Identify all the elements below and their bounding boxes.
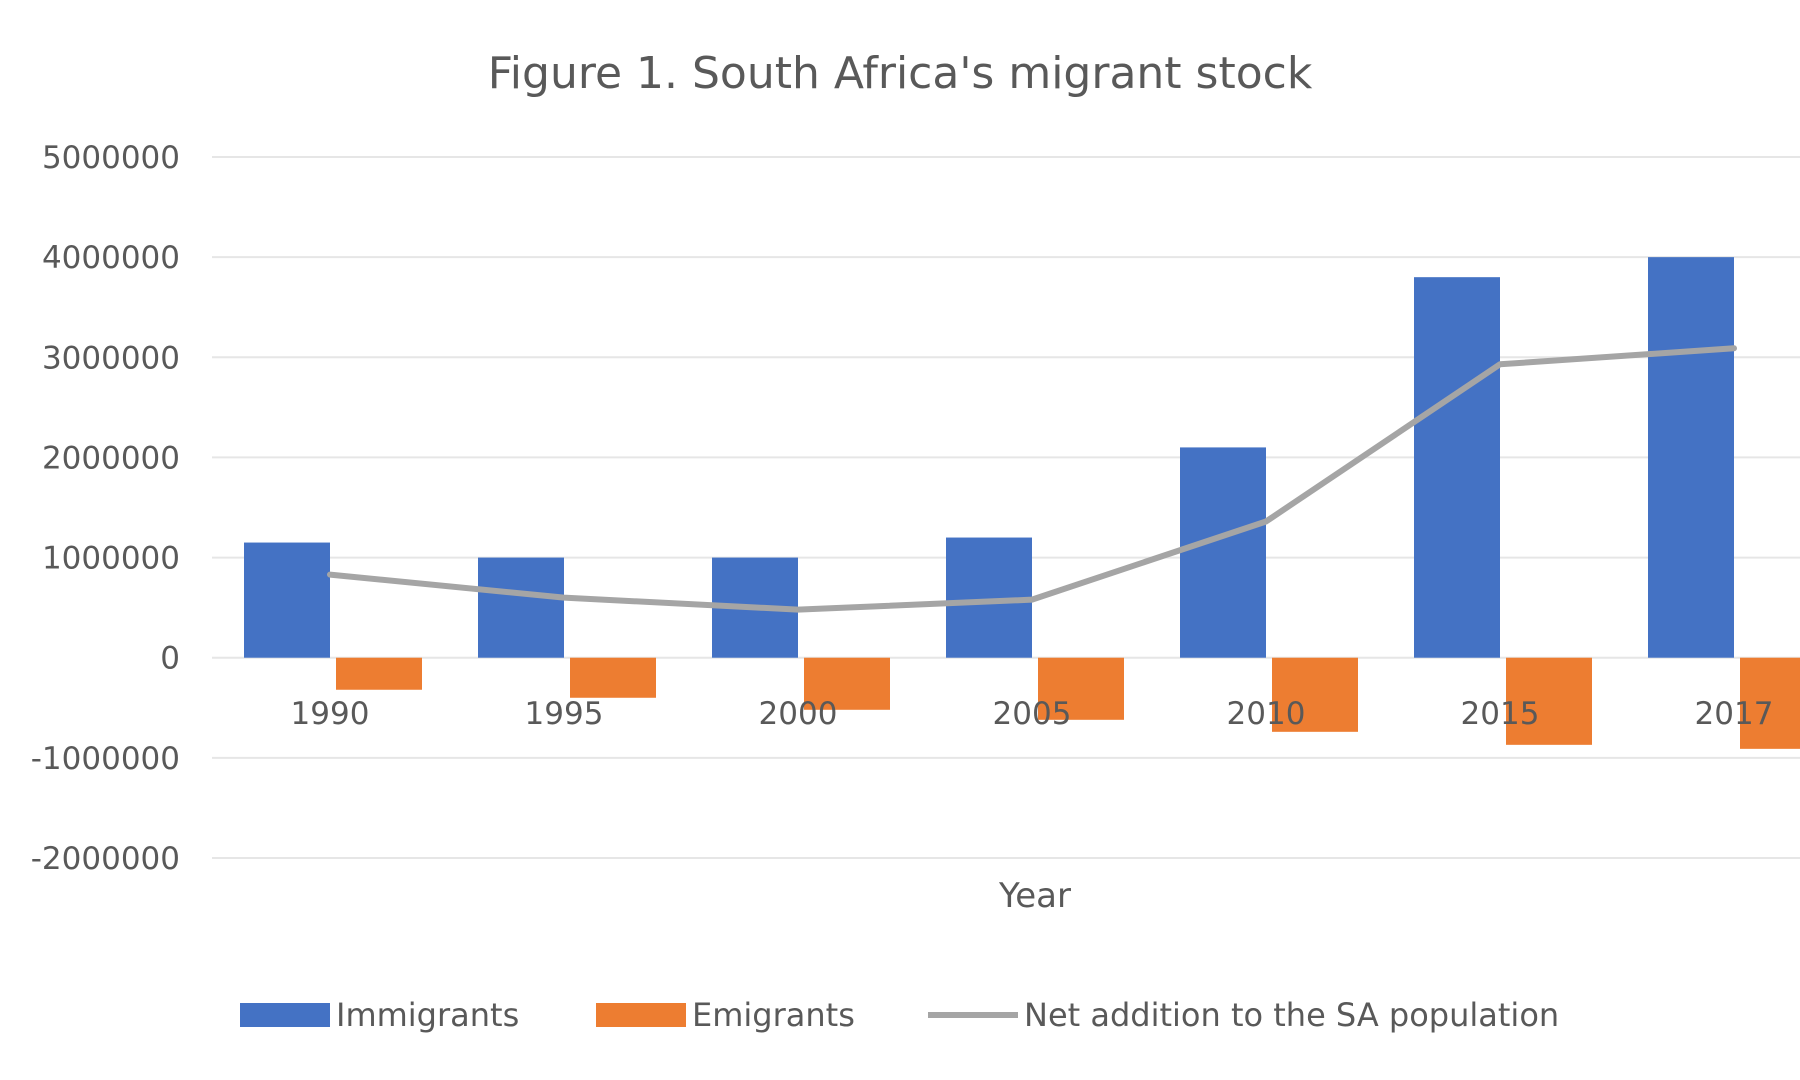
x-tick-label: 1990 <box>291 696 370 732</box>
bar-emigrants <box>1740 657 1800 749</box>
bar-immigrants <box>1648 257 1734 658</box>
y-tick-label: 1000000 <box>42 541 180 577</box>
legend: Immigrants Emigrants Net addition to the S… <box>240 996 1559 1034</box>
y-axis-ticks: 5000000 4000000 3000000 2000000 1000000 0 -100… <box>31 140 180 877</box>
y-tick-label: 0 <box>160 641 180 677</box>
x-tick-label: 2000 <box>759 696 838 732</box>
y-tick-label: -1000000 <box>31 741 180 777</box>
bar-emigrants <box>1038 657 1124 720</box>
y-tick-label: 4000000 <box>42 240 180 276</box>
legend-label-emigrants: Emigrants <box>692 996 855 1034</box>
x-tick-label: 2015 <box>1461 696 1540 732</box>
legend-swatch-emigrants <box>596 1003 686 1027</box>
y-tick-label: -2000000 <box>31 841 180 877</box>
x-axis-ticks: 1990 1995 2000 2005 2010 2015 2017 <box>291 696 1774 732</box>
x-axis-title: Year <box>998 876 1071 916</box>
x-tick-label: 1995 <box>525 696 604 732</box>
y-tick-label: 2000000 <box>42 440 180 476</box>
bar-emigrants <box>1506 657 1592 745</box>
chart-title: Figure 1. South Africa's migrant stock <box>488 48 1313 99</box>
x-tick-label: 2005 <box>993 696 1072 732</box>
net-line <box>327 345 1737 613</box>
y-tick-label: 3000000 <box>42 340 180 376</box>
series-line-net-addition <box>327 345 1737 613</box>
bar-emigrants <box>1272 657 1358 732</box>
y-tick-label: 5000000 <box>42 140 180 176</box>
bar-emigrants <box>336 657 422 690</box>
bars <box>244 257 1800 749</box>
legend-label-immigrants: Immigrants <box>336 996 519 1034</box>
bar-immigrants <box>478 557 564 658</box>
x-tick-label: 2017 <box>1695 696 1774 732</box>
legend-label-net-addition: Net addition to the SA population <box>1024 996 1559 1034</box>
bar-immigrants <box>1180 447 1266 658</box>
bar-emigrants <box>570 657 656 698</box>
bar-immigrants <box>244 542 330 658</box>
x-tick-label: 2010 <box>1227 696 1306 732</box>
legend-swatch-immigrants <box>240 1003 330 1027</box>
bar-immigrants <box>1414 277 1500 658</box>
bar-emigrants <box>804 657 890 710</box>
